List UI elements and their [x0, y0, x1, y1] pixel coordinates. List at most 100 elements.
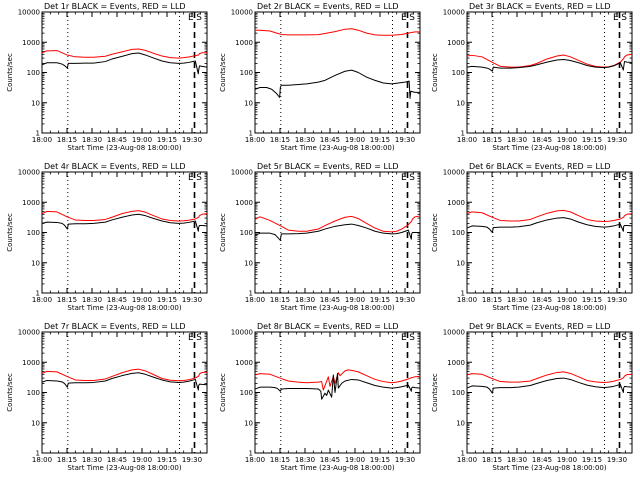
x-axis-label: Start Time (23-Aug-08 18:00:00) — [492, 144, 606, 152]
x-tick-label: 19:00 — [557, 296, 577, 304]
series-events-black — [254, 373, 421, 400]
flag-E: E — [188, 173, 194, 183]
y-axis-label: Counts/sec — [219, 373, 227, 412]
x-tick-label: 19:15 — [157, 456, 177, 464]
x-tick-label: 19:00 — [345, 136, 365, 144]
series-events-black — [466, 58, 633, 72]
x-tick-label: 18:15 — [57, 456, 77, 464]
panel-title: Det 4r BLACK = Events, RED = LLD — [44, 162, 186, 171]
x-axis-label: Start Time (23-Aug-08 18:00:00) — [280, 304, 394, 312]
x-tick-label: 18:15 — [482, 136, 502, 144]
y-tick-label: 100 — [27, 229, 40, 237]
flag-S: S — [196, 13, 202, 23]
x-tick-label: 18:00 — [245, 136, 265, 144]
series-lld-red — [466, 53, 633, 68]
y-axis-label: Counts/sec — [431, 213, 439, 252]
series-events-black — [466, 377, 633, 394]
x-tick-label: 19:15 — [157, 296, 177, 304]
y-tick-label: 100 — [240, 389, 253, 397]
x-tick-label: 18:00 — [32, 136, 52, 144]
x-tick-label: 19:30 — [607, 296, 627, 304]
x-tick-label: 18:00 — [32, 456, 52, 464]
series-lld-red — [466, 209, 633, 223]
y-tick-label: 100 — [27, 69, 40, 77]
panel-det-5: Det 5r BLACK = Events, RED = LLD 1 10 100 10… — [219, 162, 421, 312]
x-tick-label: 19:30 — [395, 456, 415, 464]
flag-E: E — [613, 333, 619, 343]
y-tick-label: 10 — [244, 259, 253, 267]
y-tick-label: 1000 — [22, 199, 40, 207]
x-tick-label: 19:30 — [182, 456, 202, 464]
x-axis-label: Start Time (23-Aug-08 18:00:00) — [280, 464, 394, 472]
y-tick-label: 10 — [456, 99, 465, 107]
panel-det-3: Det 3r BLACK = Events, RED = LLD 1 10 100 10… — [431, 2, 633, 152]
series-lld-red — [254, 369, 421, 391]
y-tick-label: 10 — [456, 419, 465, 427]
plot-frame — [41, 171, 208, 294]
y-tick-label: 100 — [27, 389, 40, 397]
x-tick-label: 19:30 — [395, 296, 415, 304]
y-axis-label: Counts/sec — [219, 53, 227, 92]
x-tick-label: 19:15 — [370, 456, 390, 464]
panel-det-8: Det 8r BLACK = Events, RED = LLD 1 10 100 10… — [219, 322, 421, 472]
x-axis-label: Start Time (23-Aug-08 18:00:00) — [67, 464, 181, 472]
x-tick-label: 18:30 — [82, 456, 102, 464]
y-tick-label: 10 — [244, 99, 253, 107]
y-tick-label: 1 — [36, 450, 40, 458]
y-tick-label: 100 — [240, 69, 253, 77]
y-tick-label: 1 — [461, 130, 465, 138]
y-tick-label: 10000 — [231, 169, 253, 177]
y-axis-label: Counts/sec — [431, 53, 439, 92]
x-tick-label: 18:30 — [82, 296, 102, 304]
series-lld-red — [41, 48, 207, 59]
panel-det-2: Det 2r BLACK = Events, RED = LLD 1 10 100 10… — [219, 2, 421, 152]
plot-frame — [254, 331, 421, 454]
y-tick-label: 1000 — [235, 359, 253, 367]
y-tick-label: 10 — [31, 419, 40, 427]
x-tick-label: 18:30 — [82, 136, 102, 144]
y-axis-label: Counts/sec — [6, 213, 14, 252]
y-tick-label: 10 — [31, 99, 40, 107]
x-tick-label: 18:30 — [295, 136, 315, 144]
y-tick-label: 1000 — [22, 359, 40, 367]
y-tick-label: 10 — [244, 419, 253, 427]
flag-E: E — [401, 333, 407, 343]
series-lld-red — [41, 368, 208, 382]
series-lld-red — [466, 371, 633, 383]
x-tick-label: 19:30 — [395, 136, 415, 144]
y-tick-label: 100 — [240, 229, 253, 237]
panel-det-7: Det 7r BLACK = Events, RED = LLD 1 10 100 10… — [6, 322, 208, 472]
y-tick-label: 10000 — [231, 9, 253, 17]
x-tick-label: 19:30 — [607, 456, 627, 464]
plot-frame — [41, 331, 208, 454]
x-tick-label: 19:15 — [157, 136, 177, 144]
panel-det-6: Det 6r BLACK = Events, RED = LLD 1 10 100 10… — [431, 162, 633, 312]
y-tick-label: 100 — [452, 69, 465, 77]
y-tick-label: 1 — [249, 130, 253, 138]
y-tick-label: 100 — [452, 229, 465, 237]
x-tick-label: 18:15 — [57, 296, 77, 304]
x-tick-label: 18:30 — [507, 136, 527, 144]
plot-frame — [41, 11, 208, 134]
y-tick-label: 10000 — [443, 9, 465, 17]
x-tick-label: 19:00 — [132, 296, 152, 304]
y-tick-label: 1000 — [447, 199, 465, 207]
y-axis-label: Counts/sec — [219, 213, 227, 252]
series-lld-red — [255, 28, 420, 36]
x-tick-label: 19:30 — [607, 136, 627, 144]
y-tick-label: 100 — [452, 389, 465, 397]
x-axis-label: Start Time (23-Aug-08 18:00:00) — [67, 304, 181, 312]
y-tick-label: 1000 — [447, 39, 465, 47]
y-tick-label: 10 — [31, 259, 40, 267]
x-tick-label: 18:45 — [107, 136, 127, 144]
x-tick-label: 19:00 — [345, 456, 365, 464]
x-tick-label: 18:00 — [457, 456, 477, 464]
panel-title: Det 6r BLACK = Events, RED = LLD — [469, 162, 611, 171]
x-tick-label: 18:15 — [270, 296, 290, 304]
x-tick-label: 18:00 — [32, 296, 52, 304]
plot-frame — [254, 171, 421, 294]
series-events-black — [254, 223, 420, 241]
y-tick-label: 1 — [249, 450, 253, 458]
series-lld-red — [254, 215, 421, 233]
